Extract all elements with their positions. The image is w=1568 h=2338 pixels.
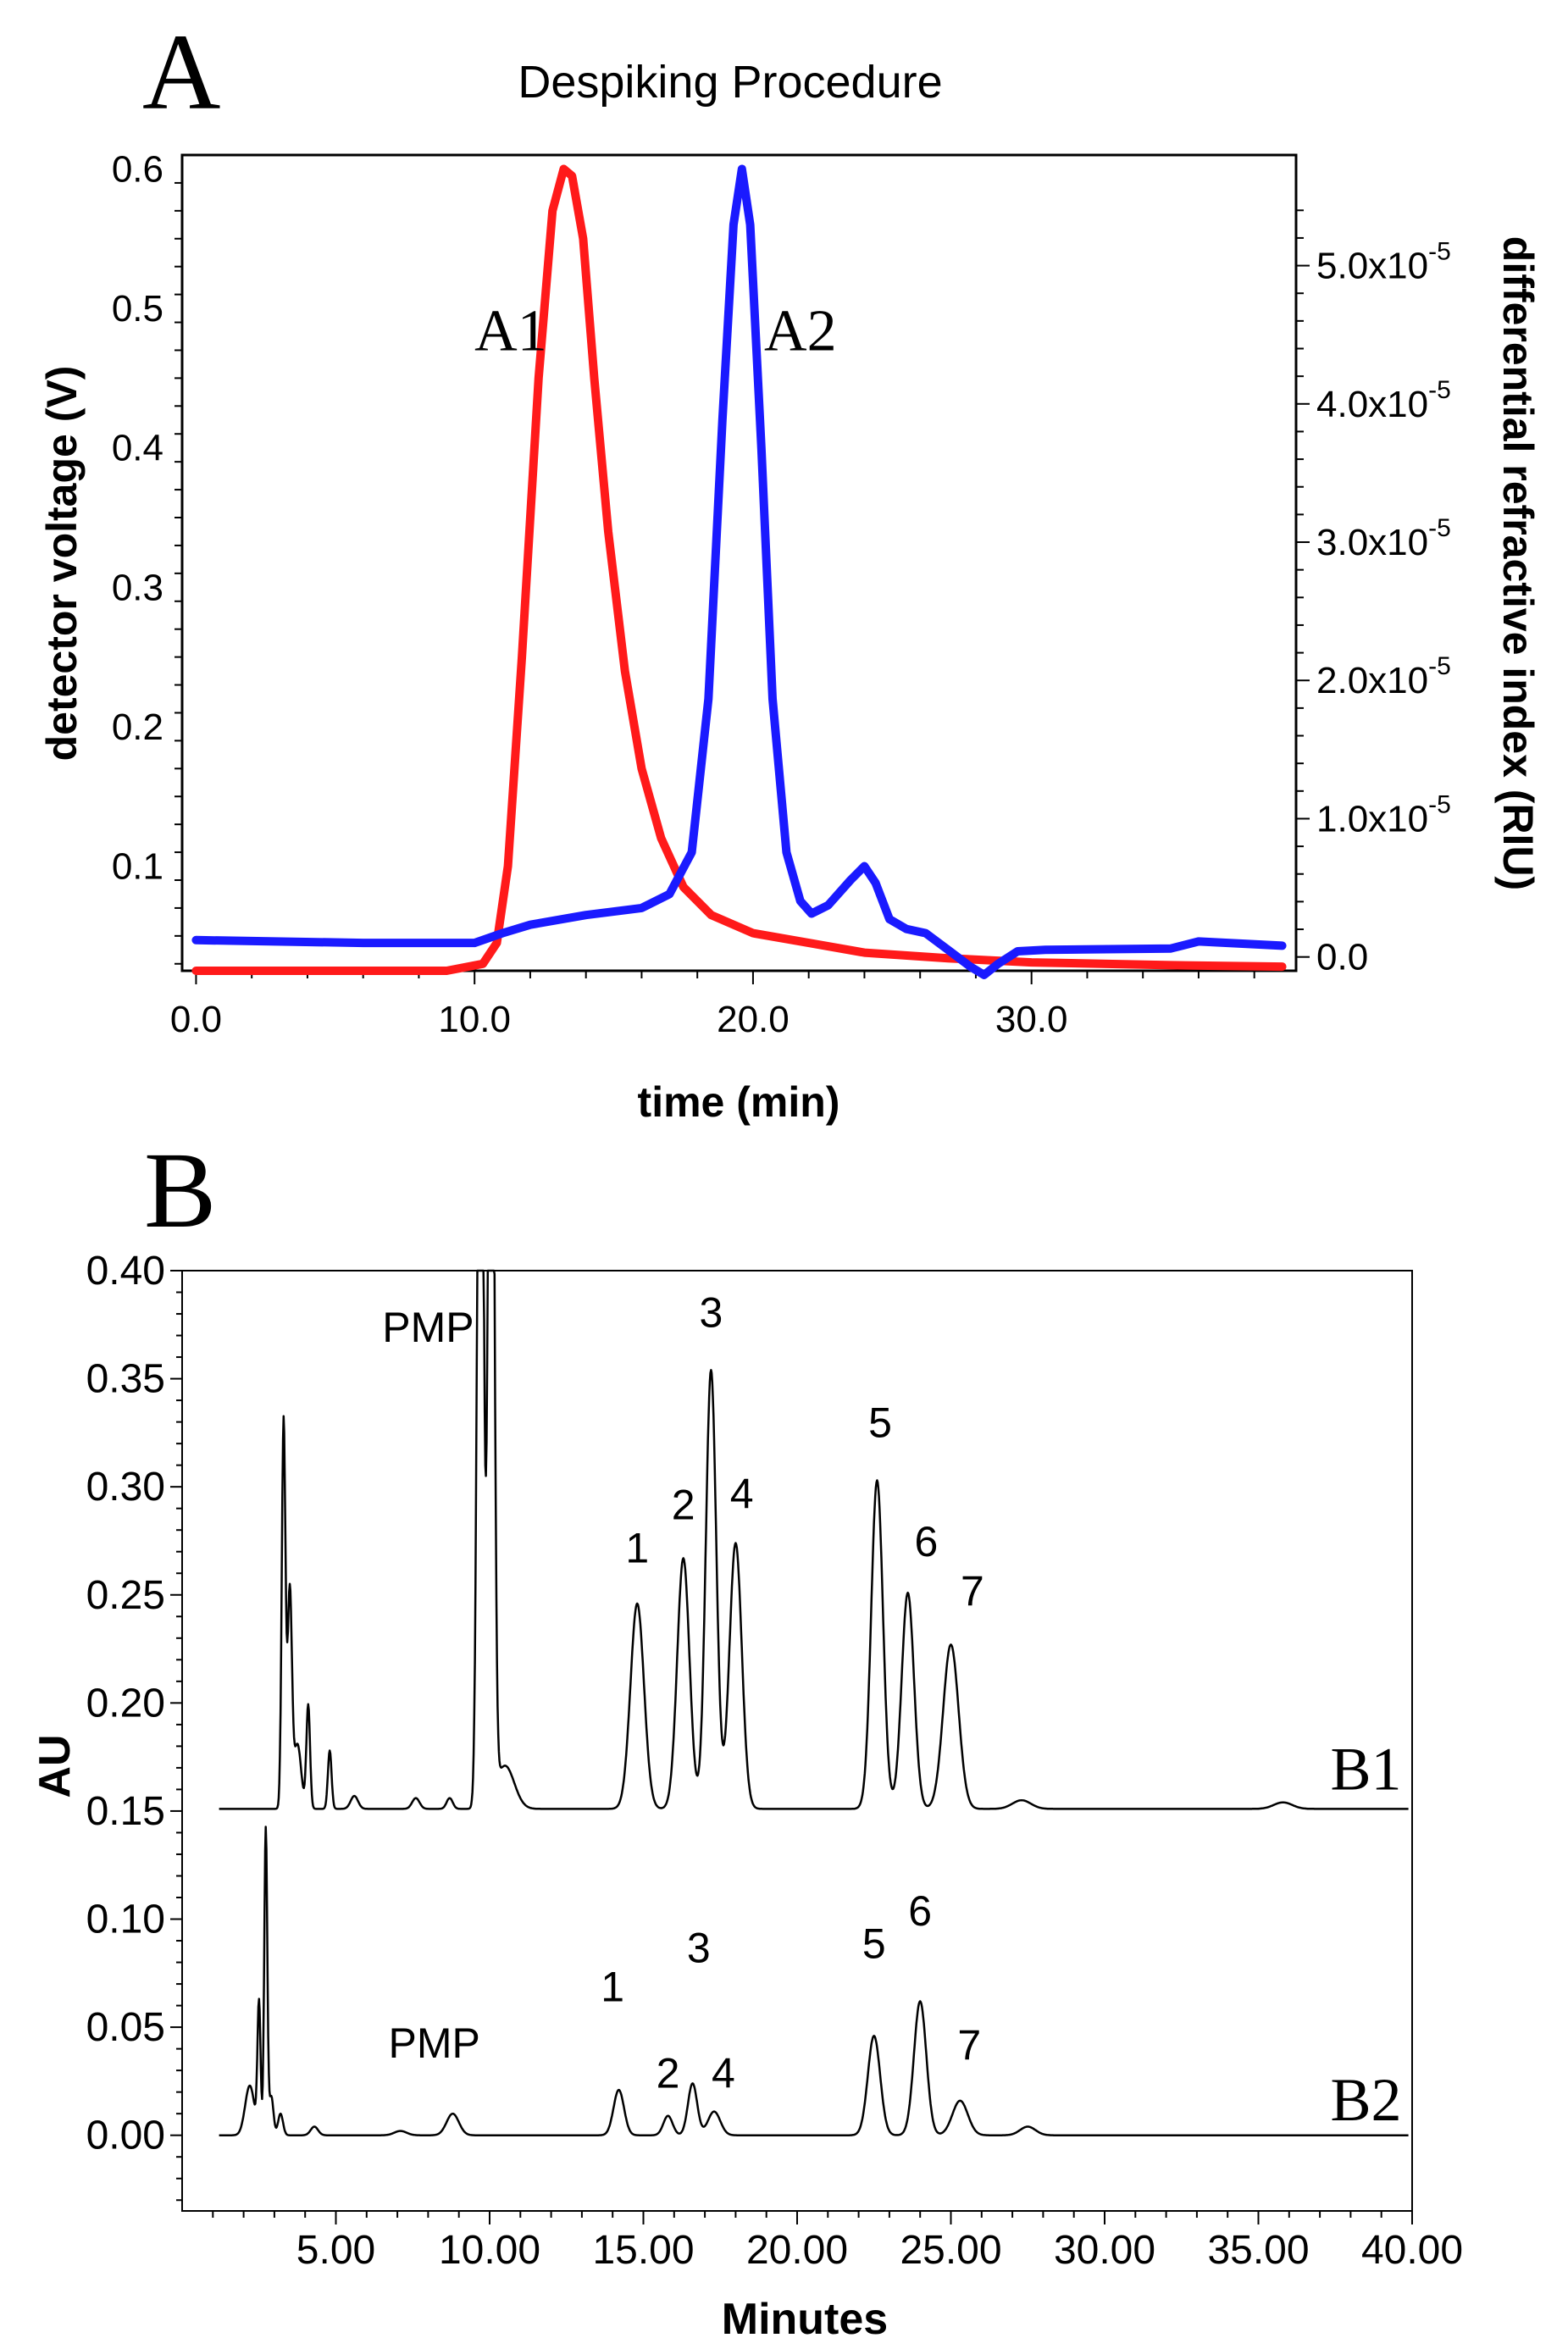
x-tick-label: 20.00 xyxy=(746,2228,848,2273)
x-tick-label: 25.00 xyxy=(900,2228,1001,2273)
chart-a: Despiking Procedure 0.0 10.0 20.0 30.0 0.10… xyxy=(38,57,1542,1126)
x-tick-label: 35.00 xyxy=(1207,2228,1309,2273)
chart-a-x-axis-label: time (min) xyxy=(638,1078,840,1126)
y-tick-label: 0.40 xyxy=(86,1249,165,1294)
chart-a-y-axis-label: detector voltage (V) xyxy=(38,366,86,762)
chart-a-plot-frame xyxy=(180,153,1298,972)
annotation-a2: A2 xyxy=(764,298,837,363)
trace-label-b1: B1 xyxy=(1331,1735,1402,1803)
panel-label-b: B xyxy=(144,1130,216,1250)
b1-peak-label: 1 xyxy=(625,1524,649,1571)
chart-b-series xyxy=(219,1269,1410,2136)
b2-peak-label: PMP xyxy=(388,2019,479,2067)
annotation-a1: A1 xyxy=(474,298,547,363)
b2-peak-label: 7 xyxy=(957,2021,981,2069)
x-tick-label: 0.0 xyxy=(170,999,222,1040)
b1-peak-label: PMP xyxy=(382,1304,474,1351)
b1-peak-label: 5 xyxy=(868,1399,892,1446)
y-tick-label: 0.00 xyxy=(86,2114,165,2158)
chart-a-annotations: A1 A2 xyxy=(474,298,836,363)
chart-a-y-axis: 0.1 0.2 0.3 0.4 0.5 0.6 xyxy=(112,148,182,965)
trace-label-b2: B2 xyxy=(1331,2066,1402,2134)
chart-a-y2-axis-label: differential refractive index (RIU) xyxy=(1494,236,1542,890)
chart-b-y-axis-label: AU xyxy=(30,1734,80,1798)
y-tick-label: 0.15 xyxy=(86,1789,165,1834)
panel-label-a: A xyxy=(142,12,220,132)
y-tick-label: 0.3 xyxy=(112,567,163,608)
y-tick-label: 0.4 xyxy=(112,428,163,469)
chart-b: 5.00 10.00 15.00 20.00 25.00 30.00 35.00 40.00 … xyxy=(30,1249,1463,2338)
y2-tick-label: 3.0x10-5 xyxy=(1316,514,1451,563)
b2-peak-label: 1 xyxy=(601,1963,624,2010)
series-a2-line xyxy=(191,164,1287,979)
b2-peak-label: 4 xyxy=(712,2050,735,2097)
b2-peak-label: 3 xyxy=(687,1925,711,1972)
x-tick-label: 20.0 xyxy=(717,999,790,1040)
y-tick-label: 0.10 xyxy=(86,1898,165,1942)
y-tick-label: 0.5 xyxy=(112,288,163,330)
b1-peak-label: 6 xyxy=(915,1518,939,1565)
b2-peak-label: 6 xyxy=(908,1887,932,1935)
y-tick-label: 0.25 xyxy=(86,1573,165,1618)
b1-peak-label: 7 xyxy=(961,1568,984,1615)
y2-tick-label: 5.0x10-5 xyxy=(1316,238,1451,287)
chart-b-y-axis: 0.00 0.05 0.10 0.15 0.20 0.25 0.30 0.35 0.40 xyxy=(86,1249,182,2202)
series-a1-line xyxy=(191,164,1287,975)
chart-a-y2-axis: 0.0 1.0x10-5 2.0x10-5 3.0x10-5 4.0x10-5 5.0x1… xyxy=(1296,209,1451,978)
y-tick-label: 0.30 xyxy=(86,1465,165,1510)
b2-peak-label: 5 xyxy=(862,1920,886,1967)
chart-b-x-axis-label: Minutes xyxy=(722,2295,888,2338)
x-tick-label: 5.00 xyxy=(296,2228,375,2273)
x-tick-label: 40.00 xyxy=(1361,2228,1463,2273)
chart-b-plot-frame xyxy=(181,1270,1413,2212)
x-tick-label: 30.00 xyxy=(1054,2228,1155,2273)
x-tick-label: 30.0 xyxy=(995,999,1068,1040)
x-tick-label: 10.0 xyxy=(438,999,511,1040)
y2-tick-label: 1.0x10-5 xyxy=(1316,790,1451,839)
y-tick-label: 0.35 xyxy=(86,1357,165,1402)
y2-tick-label: 0.0 xyxy=(1316,937,1368,978)
y-tick-label: 0.2 xyxy=(112,706,163,748)
b1-peak-label: 3 xyxy=(699,1288,723,1336)
x-tick-label: 15.00 xyxy=(592,2228,694,2273)
trace-b1 xyxy=(219,1269,1410,1810)
b1-peak-label: 4 xyxy=(730,1471,754,1518)
y2-tick-label: 2.0x10-5 xyxy=(1316,652,1451,701)
chart-a-x-axis: 0.0 10.0 20.0 30.0 xyxy=(170,971,1255,1040)
y-tick-label: 0.20 xyxy=(86,1681,165,1726)
y-tick-label: 0.6 xyxy=(112,148,163,190)
chart-b-x-axis: 5.00 10.00 15.00 20.00 25.00 30.00 35.00 40.00 xyxy=(212,2211,1463,2273)
y-tick-label: 0.05 xyxy=(86,2005,165,2050)
chart-a-series xyxy=(191,164,1287,979)
y-tick-label: 0.1 xyxy=(112,846,163,888)
x-tick-label: 10.00 xyxy=(439,2228,540,2273)
y2-tick-label: 4.0x10-5 xyxy=(1316,376,1451,425)
b2-peak-label: 2 xyxy=(657,2050,680,2097)
trace-b2 xyxy=(219,1826,1410,2136)
b1-peak-label: 2 xyxy=(672,1481,695,1528)
chart-a-title: Despiking Procedure xyxy=(518,57,942,108)
